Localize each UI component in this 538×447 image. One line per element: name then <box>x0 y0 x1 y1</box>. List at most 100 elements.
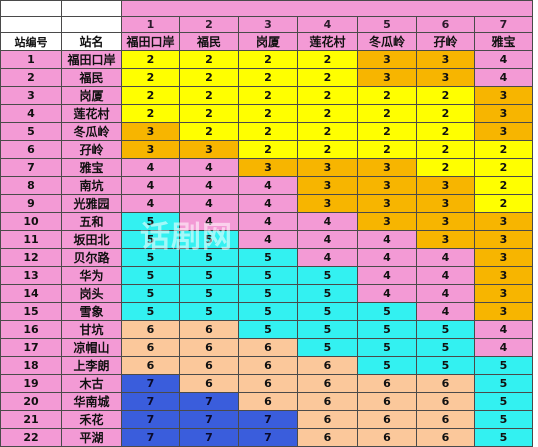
fare-cell: 6 <box>121 320 180 339</box>
fare-cell: 2 <box>121 68 180 87</box>
corner-cell <box>0 0 62 17</box>
fare-cell: 2 <box>474 194 533 213</box>
station-name-cell: 光雅园 <box>61 194 122 213</box>
fare-cell: 3 <box>297 158 358 177</box>
station-name-cell: 木古 <box>61 374 122 393</box>
fare-cell: 6 <box>179 356 239 375</box>
fare-cell: 3 <box>121 122 180 141</box>
fare-cell: 5 <box>357 302 417 321</box>
table-row: 3 岗厦 2 2 2 2 2 2 3 <box>0 86 533 105</box>
station-no-cell: 11 <box>0 230 62 249</box>
station-no-cell: 12 <box>0 248 62 267</box>
station-name-cell: 禾花 <box>61 410 122 429</box>
fare-cell: 7 <box>179 392 239 411</box>
fare-cell: 2 <box>179 86 239 105</box>
fare-cell: 6 <box>357 410 417 429</box>
fare-cell: 3 <box>297 176 358 195</box>
table-row: 5 冬瓜岭 3 2 2 2 2 2 3 <box>0 122 533 141</box>
fare-cell: 6 <box>179 374 239 393</box>
fare-cell: 4 <box>416 302 475 321</box>
fare-cell: 6 <box>297 356 358 375</box>
fare-cell: 2 <box>357 104 417 123</box>
fare-cell: 2 <box>121 104 180 123</box>
fare-cell: 3 <box>121 140 180 159</box>
station-name-cell: 冬瓜岭 <box>61 122 122 141</box>
fare-cell: 2 <box>238 50 298 69</box>
station-name-cell: 孖岭 <box>61 140 122 159</box>
fare-cell: 6 <box>357 374 417 393</box>
column-number-5: 5 <box>357 16 417 33</box>
fare-cell: 2 <box>297 140 358 159</box>
fare-cell: 5 <box>238 284 298 303</box>
fare-cell: 6 <box>238 338 298 357</box>
table-row: 6 孖岭 3 3 2 2 2 2 2 <box>0 140 533 159</box>
fare-cell: 3 <box>416 68 475 87</box>
fare-cell: 5 <box>474 428 533 447</box>
fare-cell: 2 <box>179 122 239 141</box>
table-row: 13 华为 5 5 5 5 4 4 3 <box>0 266 533 285</box>
fare-cell: 4 <box>416 284 475 303</box>
fare-cell: 6 <box>297 410 358 429</box>
fare-cell: 4 <box>238 176 298 195</box>
fare-cell: 2 <box>416 140 475 159</box>
fare-cell: 4 <box>416 248 475 267</box>
station-name-cell: 五和 <box>61 212 122 231</box>
fare-cell: 5 <box>238 266 298 285</box>
fare-cell: 6 <box>416 374 475 393</box>
fare-cell: 4 <box>357 230 417 249</box>
fare-cell: 3 <box>474 230 533 249</box>
station-name-cell: 贝尔路 <box>61 248 122 267</box>
fare-cell: 6 <box>416 410 475 429</box>
station-name-cell: 雅宝 <box>61 158 122 177</box>
column-station-name-4: 莲花村 <box>297 32 358 51</box>
fare-cell: 5 <box>297 338 358 357</box>
fare-cell: 2 <box>238 104 298 123</box>
station-name-cell: 雪象 <box>61 302 122 321</box>
fare-cell: 7 <box>121 392 180 411</box>
fare-cell: 3 <box>297 194 358 213</box>
fare-cell: 5 <box>238 248 298 267</box>
station-name-cell: 福民 <box>61 68 122 87</box>
station-no-cell: 19 <box>0 374 62 393</box>
station-name-cell: 平湖 <box>61 428 122 447</box>
column-number-6: 6 <box>416 16 475 33</box>
table-row: 4 莲花村 2 2 2 2 2 2 3 <box>0 104 533 123</box>
fare-cell: 2 <box>238 122 298 141</box>
fare-cell: 2 <box>474 140 533 159</box>
column-station-name-6: 孖岭 <box>416 32 475 51</box>
column-number-1: 1 <box>121 16 180 33</box>
station-no-cell: 9 <box>0 194 62 213</box>
station-no-cell: 4 <box>0 104 62 123</box>
fare-cell: 3 <box>416 194 475 213</box>
station-name-cell: 福田口岸 <box>61 50 122 69</box>
fare-cell: 4 <box>121 176 180 195</box>
fare-cell: 2 <box>238 68 298 87</box>
table-row: 1 福田口岸 2 2 2 2 3 3 4 <box>0 50 533 69</box>
station-no-cell: 17 <box>0 338 62 357</box>
station-no-cell: 22 <box>0 428 62 447</box>
station-no-cell: 5 <box>0 122 62 141</box>
fare-cell: 5 <box>474 410 533 429</box>
fare-cell: 7 <box>238 428 298 447</box>
fare-cell: 2 <box>179 50 239 69</box>
table-row: 21 禾花 7 7 7 6 6 6 5 <box>0 410 533 429</box>
fare-cell: 2 <box>357 122 417 141</box>
station-no-cell: 8 <box>0 176 62 195</box>
fare-cell: 2 <box>357 140 417 159</box>
station-no-cell: 13 <box>0 266 62 285</box>
fare-cell: 5 <box>474 374 533 393</box>
fare-cell: 4 <box>474 68 533 87</box>
corner-cell <box>61 0 122 17</box>
station-name-cell: 华为 <box>61 266 122 285</box>
station-no-cell: 14 <box>0 284 62 303</box>
table-row: 15 雪象 5 5 5 5 5 4 3 <box>0 302 533 321</box>
column-number-4: 4 <box>297 16 358 33</box>
fare-cell: 5 <box>416 338 475 357</box>
table-row: 19 木古 7 6 6 6 6 6 5 <box>0 374 533 393</box>
fare-cell: 2 <box>357 86 417 105</box>
fare-cell: 4 <box>357 266 417 285</box>
station-name-cell: 甘坑 <box>61 320 122 339</box>
fare-cell: 2 <box>121 50 180 69</box>
fare-cell: 2 <box>416 86 475 105</box>
